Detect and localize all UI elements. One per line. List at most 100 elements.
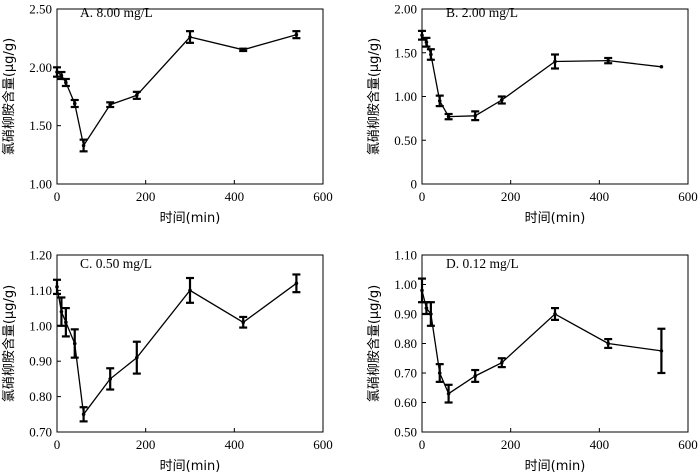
panel-b-data-point: [606, 58, 610, 63]
panel-d-y-tick-label: 1.00: [394, 277, 417, 292]
panel-a-data-point: [188, 35, 192, 39]
panel-c-data-point: [64, 320, 68, 325]
panel-b-data-point: [553, 59, 557, 64]
panel-c-x-axis-title: 时间(min): [160, 459, 221, 473]
panel-a-x-tick-label: 200: [136, 189, 156, 204]
panel-c-data-point: [55, 285, 59, 289]
panel-c-data-point: [188, 288, 192, 293]
panel-c-data-point: [108, 377, 112, 381]
panel-d-data-point: [606, 341, 610, 346]
panel-c-data-point: [59, 309, 64, 314]
panel-c-y-tick-label: 1.20: [29, 248, 52, 263]
panel-b-data-point: [659, 64, 664, 69]
panel-d-y-tick-label: 0.70: [394, 366, 417, 381]
panel-a-y-tick-label: 1.00: [29, 177, 52, 192]
panel-a-x-axis-title: 时间(min): [160, 211, 221, 226]
panel-a-y-tick-label: 2.00: [29, 60, 52, 75]
panel-d-plot-frame: [421, 254, 689, 433]
panel-b-x-axis-title: 时间(min): [525, 211, 586, 226]
panel-d-data-point: [446, 391, 451, 396]
panel-a-data-point: [241, 48, 245, 52]
panel-a-y-tick-label: 2.50: [29, 2, 52, 17]
panel-a-y-axis-title: 氯硝柳胺含量(μg/g): [1, 38, 17, 155]
panel-c-y-tick-label: 1.10: [29, 283, 52, 298]
panel-b-x-tick-label: 0: [419, 189, 426, 204]
panel-a-data-point: [64, 80, 68, 85]
panel-a-data-point: [135, 93, 139, 98]
panel-d-y-tick-label: 0.80: [394, 336, 417, 351]
panel-d-title: D. 0.12 mg/L: [446, 256, 519, 271]
panel-a-x-tick-label: 600: [313, 189, 333, 204]
panel-b-y-tick-label: 1.50: [394, 45, 417, 60]
panel-c-x-tick-label: 0: [54, 437, 61, 452]
panel-b-data-point: [473, 113, 478, 118]
panel-d-series-line: [421, 290, 662, 395]
panel-b-series-line: [421, 34, 662, 118]
panel-c-data-point: [241, 320, 245, 325]
panel-c-y-tick-label: 0.90: [29, 354, 52, 369]
panel-d-x-tick-label: 600: [678, 437, 698, 452]
panel-a-title: A. 8.00 mg/L: [80, 5, 153, 20]
panel-b-x-tick-label: 600: [678, 189, 698, 204]
panel-a-plot-frame: [56, 8, 324, 185]
panel-c-title: C. 0.50 mg/L: [80, 256, 152, 271]
panel-c: C. 0.50 mg/L 0 200 400 600 0.70 0.80 0.90 1.00 1.…: [1, 248, 333, 473]
panel-d-data-point: [429, 312, 433, 316]
panel-c-data-point: [294, 281, 299, 286]
panel-d: D. 0.12 mg/L 0 200 400 600 0.50 0.60 0.70 0.80 0.…: [366, 248, 698, 473]
panel-b-x-tick-label: 400: [590, 189, 610, 204]
panel-d-y-tick-label: 0.50: [394, 425, 417, 440]
panel-b-data-point: [446, 114, 451, 119]
panel-d-x-tick-label: 0: [419, 437, 426, 452]
panel-d-data-point: [659, 349, 664, 353]
panel-d-x-tick-label: 200: [501, 437, 521, 452]
panel-a-data-point: [108, 102, 112, 107]
panel-b-plot-frame: [421, 8, 689, 185]
panel-a-data-point: [59, 73, 64, 78]
panel-d-data-point: [437, 371, 442, 375]
panel-c-series-line: [56, 282, 297, 416]
panel-c-x-tick-label: 600: [313, 437, 333, 452]
panel-b-y-tick-label: 0: [411, 177, 418, 192]
panel-b-title: B. 2.00 mg/L: [446, 5, 518, 20]
panel-c-data-point: [72, 341, 77, 346]
panel-d-data-point: [553, 312, 557, 316]
panel-d-data-point: [424, 306, 429, 310]
panel-d-data-point: [420, 288, 424, 293]
panel-b-data-point: [424, 40, 429, 45]
panel-b-data-point: [437, 99, 442, 103]
panel-b-y-axis-title: 氯硝柳胺含量(μg/g): [366, 38, 382, 155]
panel-c-x-tick-label: 400: [225, 437, 245, 452]
panel-d-data-point: [473, 374, 478, 378]
panel-c-y-axis-title: 氯硝柳胺含量(μg/g): [1, 285, 17, 402]
panel-a-y-tick-label: 1.50: [29, 118, 52, 133]
panel-a-x-tick-label: 400: [225, 189, 245, 204]
panel-b-data-point: [420, 33, 424, 38]
panel-c-y-tick-label: 0.70: [29, 425, 52, 440]
panel-a-data-point: [72, 101, 77, 106]
panel-b: B. 2.00 mg/L 0 200 400 600 0 0.50 1.00 1.50 2.00 时…: [366, 2, 698, 227]
panel-a-series-line: [56, 34, 297, 148]
panel-c-x-tick-label: 200: [136, 437, 156, 452]
panel-d-data-point: [500, 360, 504, 365]
panel-b-y-tick-label: 1.00: [394, 89, 417, 104]
panel-a-data-point: [294, 32, 299, 37]
panel-b-x-tick-label: 200: [501, 189, 521, 204]
panel-c-data-point: [81, 412, 86, 417]
panel-c-data-point: [135, 355, 139, 360]
panel-a-data-point: [81, 143, 86, 148]
panel-a-x-tick-label: 0: [54, 189, 61, 204]
panel-c-plot-frame: [56, 254, 324, 433]
panel-b-y-tick-label: 2.00: [394, 2, 417, 17]
panel-b-data-point: [500, 98, 504, 102]
panel-d-y-tick-label: 0.60: [394, 395, 417, 410]
panel-d-x-tick-label: 400: [590, 437, 610, 452]
panel-c-y-tick-label: 1.00: [29, 318, 52, 333]
panel-a: A. 8.00 mg/L 0 200 400 600 1.00 1.50 2.00 2.50 时间…: [1, 2, 333, 227]
panel-d-y-tick-label: 0.90: [394, 307, 417, 322]
panel-b-y-tick-label: 0.50: [394, 133, 417, 148]
panel-c-y-tick-label: 0.80: [29, 389, 52, 404]
panel-d-y-axis-title: 氯硝柳胺含量(μg/g): [366, 285, 382, 402]
panel-d-y-tick-label: 1.10: [394, 248, 417, 263]
